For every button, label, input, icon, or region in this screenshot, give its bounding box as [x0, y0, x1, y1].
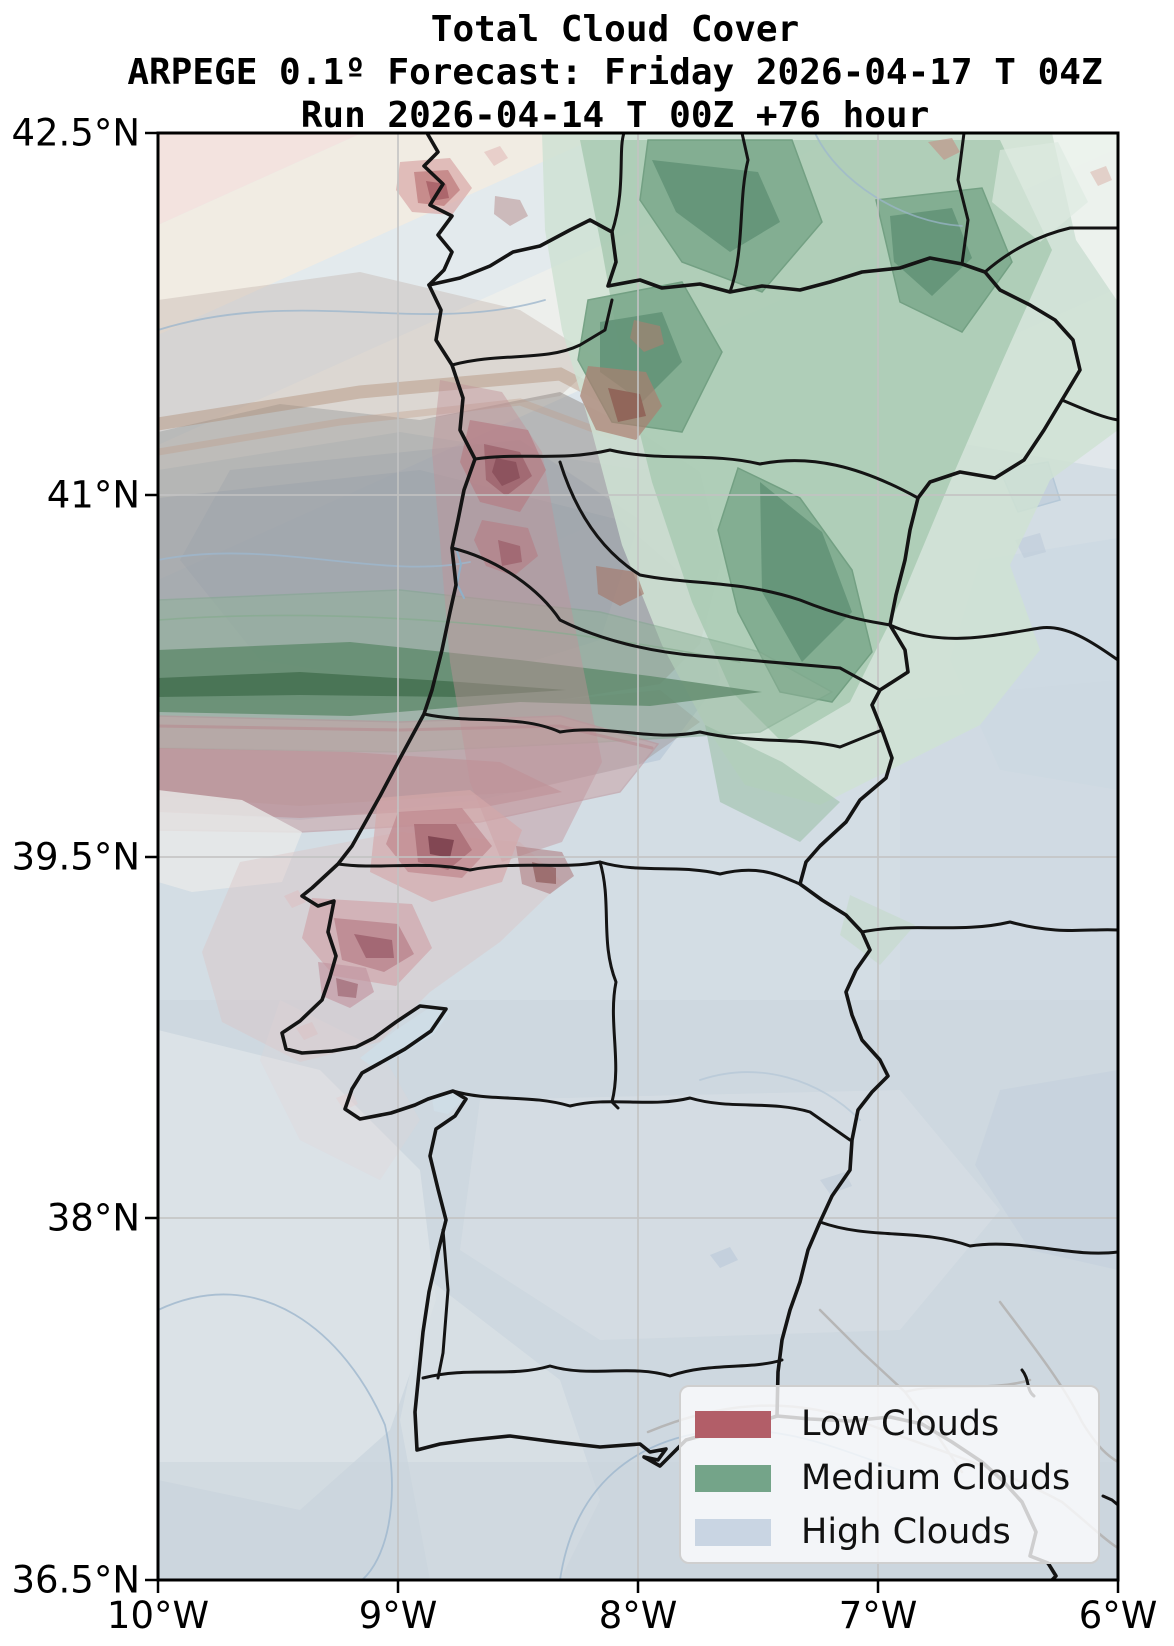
legend-label: High Clouds: [801, 1512, 1011, 1552]
axis-ticks: [145, 131, 1120, 1593]
water-features: [360, 1006, 462, 1114]
legend-item-medium-clouds: Medium Clouds: [695, 1451, 1098, 1505]
x-tick-label: 7°W: [838, 1594, 918, 1637]
y-tick-label: 36.5°N: [11, 1558, 140, 1602]
low-cloud-field: [158, 138, 1112, 1180]
medium-cloud-west-band: [158, 589, 834, 753]
country-border: [427, 218, 1082, 1418]
legend-item-high-clouds: High Clouds: [695, 1505, 1098, 1559]
legend-label: Medium Clouds: [801, 1458, 1071, 1498]
coastline-and-borders: [280, 133, 1118, 1580]
x-tick-label: 9°W: [358, 1594, 438, 1637]
x-tick-label: 6°W: [1078, 1594, 1158, 1637]
title-block: Total Cloud Cover ARPEGE 0.1º Forecast: …: [56, 8, 1174, 137]
y-tick-label: 38°N: [46, 1196, 140, 1240]
chart-title: Total Cloud Cover: [430, 9, 800, 50]
y-tick-label: 41°N: [46, 473, 140, 517]
chart-subtitle: ARPEGE 0.1º Forecast: Friday 2026-04-17 …: [127, 52, 1103, 93]
y-tick-label: 39.5°N: [11, 835, 140, 879]
graticule: [158, 133, 1118, 1580]
legend-swatch-medium-clouds: [695, 1464, 771, 1492]
y-tick-label: 42.5°N: [11, 111, 140, 155]
plot-frame: [145, 131, 1120, 1593]
legend-label: Low Clouds: [801, 1404, 1000, 1444]
legend-swatch-low-clouds: [695, 1410, 771, 1438]
legend-item-low-clouds: Low Clouds: [695, 1397, 1098, 1451]
x-tick-label: 8°W: [598, 1594, 678, 1637]
chart-run-line: Run 2026-04-14 T 00Z +76 hour: [300, 95, 930, 136]
x-tick-label: 10°W: [106, 1594, 210, 1637]
legend: Low Clouds Medium Clouds High Clouds: [679, 1385, 1100, 1564]
district-borders: [336, 133, 1118, 1507]
legend-swatch-high-clouds: [695, 1518, 771, 1546]
